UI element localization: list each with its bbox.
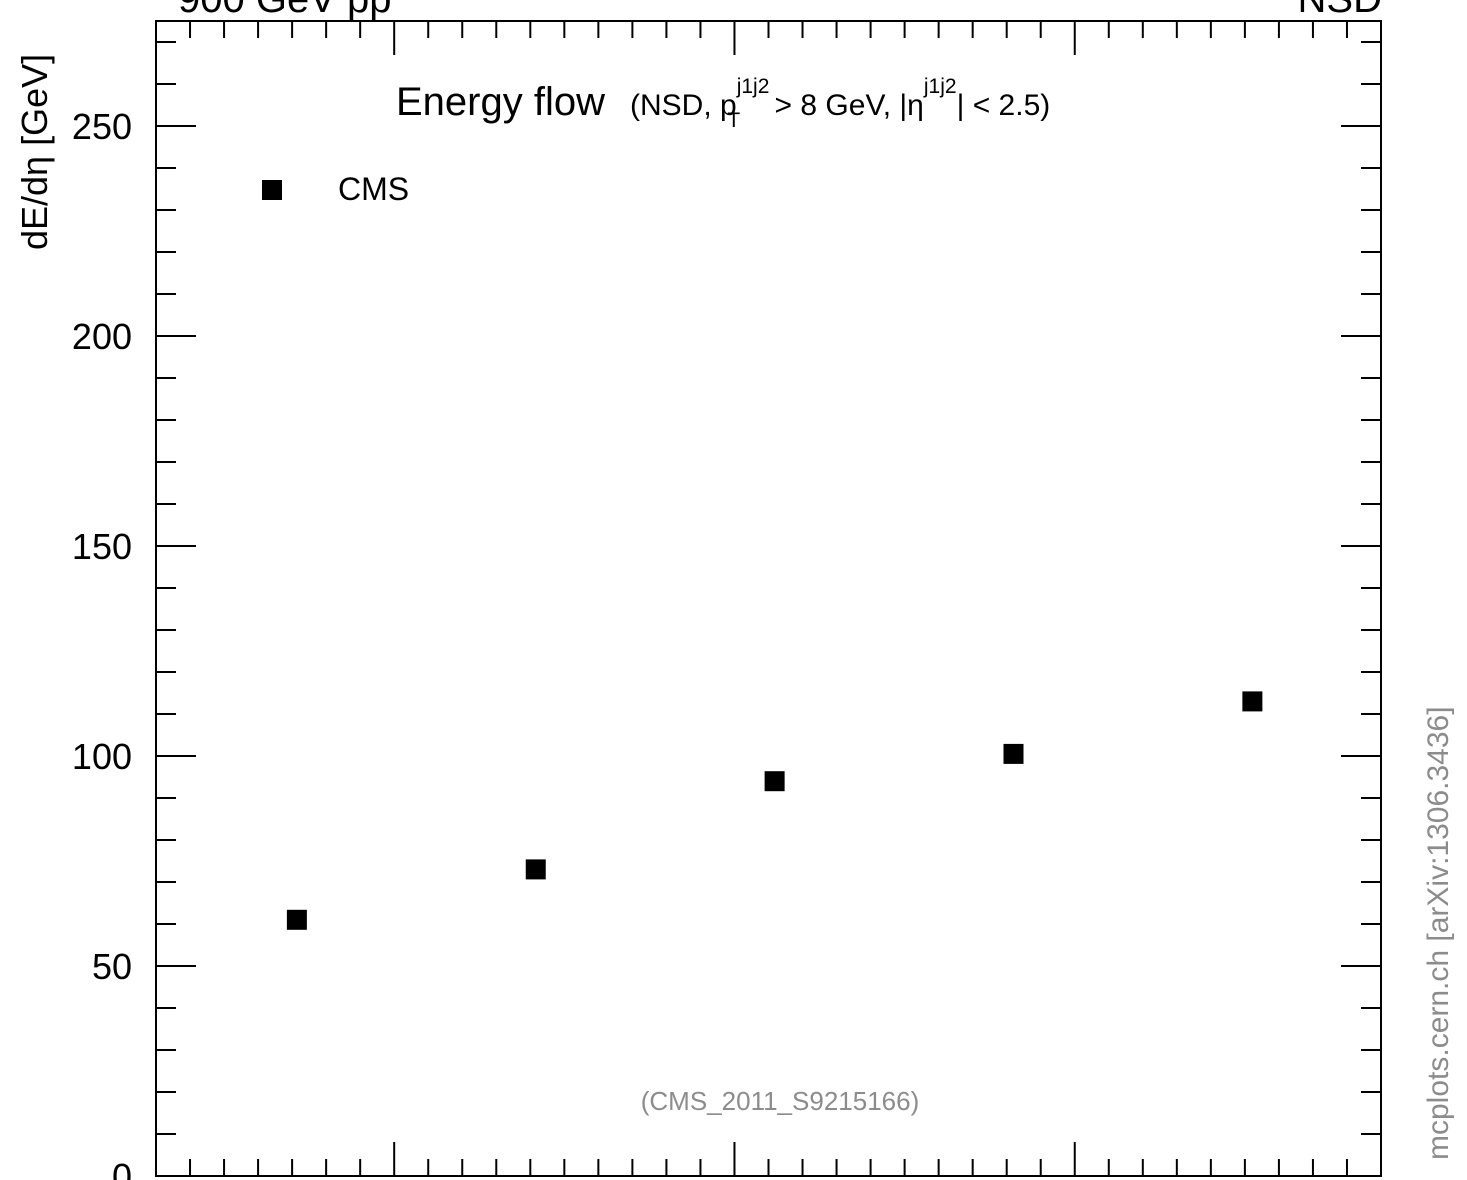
data-point-cms: [286, 909, 307, 930]
y-tick-label: 100: [72, 736, 132, 777]
legend-label-cms: CMS: [338, 171, 409, 207]
data-point-cms: [1242, 691, 1263, 712]
analysis-id: (CMS_2011_S9215166): [641, 1086, 919, 1116]
y-tick-label: 250: [72, 106, 132, 147]
data-point-cms: [1003, 743, 1024, 764]
title-sub-sup2: j1j2: [923, 75, 957, 98]
axis-ticks: [155, 21, 1382, 1177]
chart-title-selection: (NSD, pj1j2 T > 8 GeV, |ηj1j2| < 2.5): [630, 75, 1050, 132]
title-sub-sub1: T: [727, 109, 740, 132]
title-sub-post: | < 2.5): [957, 89, 1051, 122]
legend: CMS: [262, 171, 409, 207]
legend-marker-cms: [262, 180, 282, 200]
title-sub-sup1: j1j2: [736, 75, 770, 98]
process-label: NSD: [1298, 0, 1382, 21]
side-credit: mcplots.cern.ch [arXiv:1306.3436]: [1422, 706, 1455, 1160]
energy-label: 900 GeV pp: [178, 0, 392, 21]
data-point-cms: [525, 859, 546, 880]
y-tick-label: 150: [72, 526, 132, 567]
data-points: [286, 691, 1263, 930]
y-tick-label: 0: [112, 1156, 132, 1180]
data-point-cms: [764, 771, 785, 792]
chart-title: Energy flow (NSD, pj1j2 T > 8 GeV, |ηj1j2…: [396, 75, 1050, 132]
title-sub-pre: (NSD, p: [630, 89, 737, 122]
chart-title-main: Energy flow: [396, 80, 605, 124]
y-axis-label: dE/dη [GeV]: [14, 54, 55, 250]
y-tick-label: 200: [72, 316, 132, 357]
y-tick-label: 50: [92, 946, 132, 987]
y-tick-labels: 0 50 100 150 200 250: [72, 106, 132, 1180]
title-sub-mid: > 8 GeV, |η: [766, 89, 924, 122]
